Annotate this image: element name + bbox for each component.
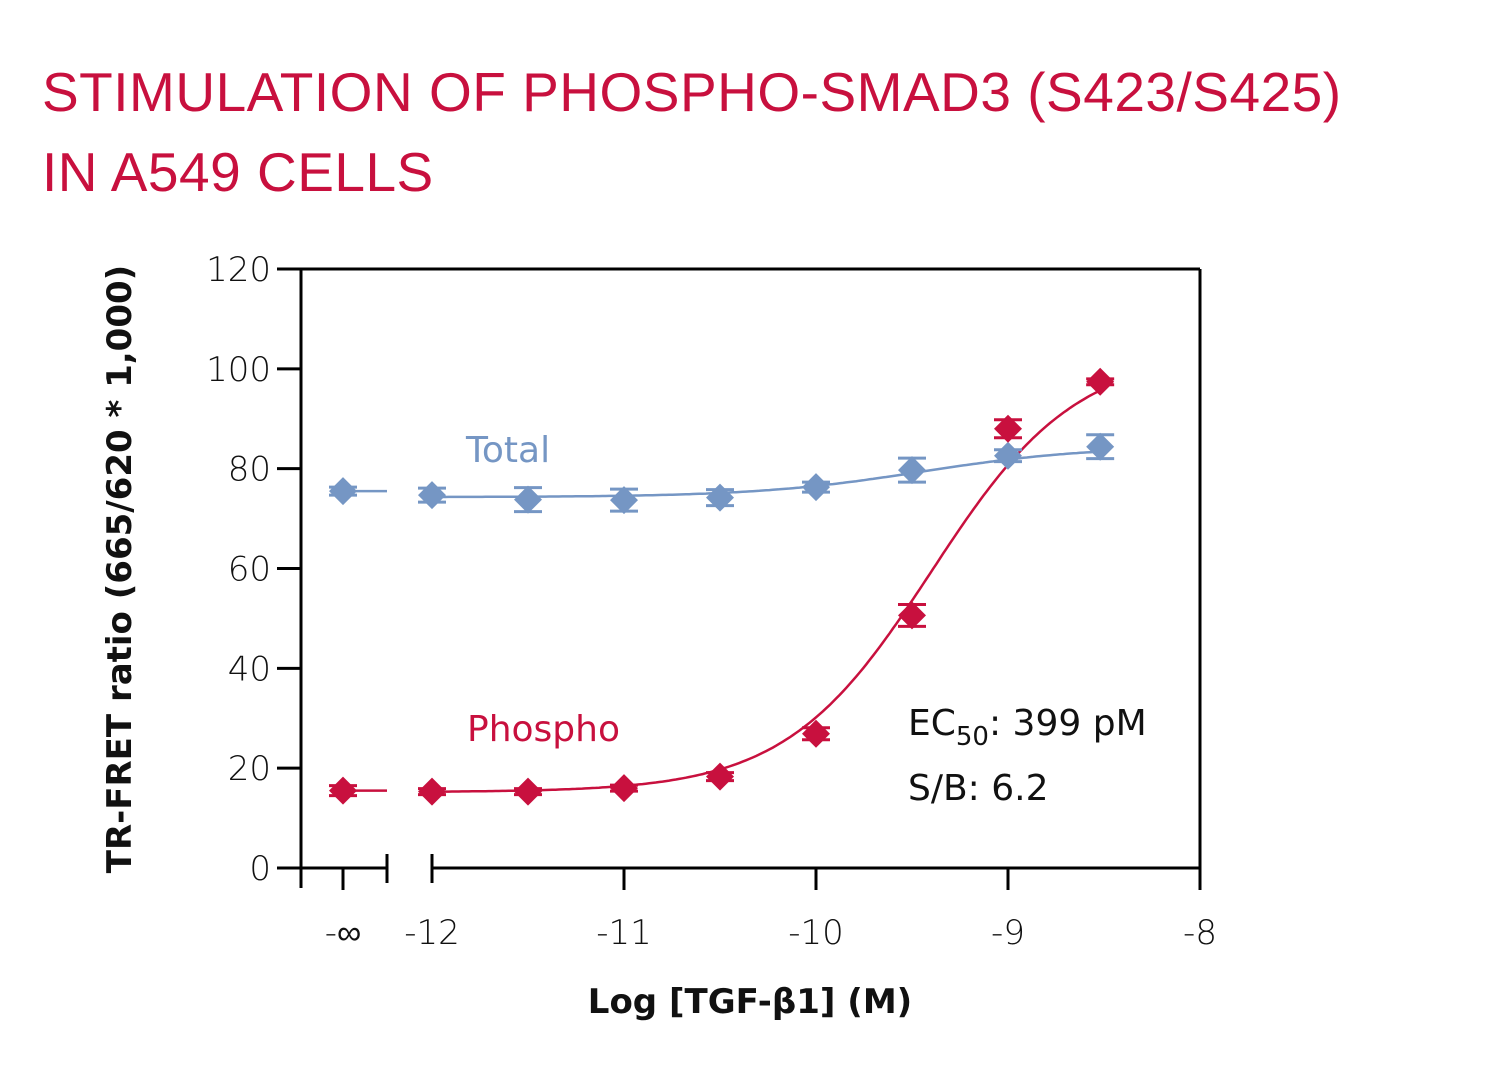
chart-title-line-1: STIMULATION OF PHOSPHO-SMAD3 (S423/S425): [42, 61, 1342, 123]
series-label-total: Total: [465, 430, 550, 471]
marker-diamond-phospho: [994, 414, 1022, 443]
ec50-value: : 399 pM: [989, 703, 1147, 744]
labels: TR-FRET ratio (665/620 * 1,000) Log [TGF…: [100, 265, 1147, 1022]
data-point-total-zero-dose: [329, 477, 357, 506]
data-point-phospho-zero-dose: [329, 776, 357, 805]
x-axis-title: Log [TGF-β1] (M): [588, 982, 912, 1022]
data-point-phospho: [610, 774, 638, 803]
series-label-phospho: Phospho: [467, 709, 620, 750]
fit-curve-phospho: [432, 389, 1101, 793]
data-point-total: [514, 485, 542, 514]
data-point-phospho: [802, 719, 830, 748]
marker-diamond-phospho: [329, 776, 357, 805]
x-tick-label: -8: [1183, 913, 1217, 953]
fit-curve-total: [432, 450, 1101, 499]
marker-diamond-total: [898, 456, 926, 485]
marker-diamond-total: [514, 485, 542, 514]
marker-diamond-total: [418, 481, 446, 510]
sb-annotation: S/B: 6.2: [908, 768, 1049, 809]
data-point-total: [898, 456, 926, 485]
marker-diamond-total: [329, 477, 357, 506]
data-point-phospho: [1086, 367, 1115, 396]
data-points: [329, 367, 1115, 806]
y-tick-label: 0: [249, 849, 271, 889]
marker-diamond-total: [610, 486, 638, 515]
data-point-total: [994, 441, 1022, 470]
y-tick-label: 20: [228, 749, 271, 789]
marker-diamond-phospho: [898, 601, 926, 630]
data-point-phospho: [514, 777, 542, 806]
ec50-annotation: EC50: 399 pM: [908, 703, 1147, 752]
y-tick-label: 80: [228, 450, 271, 490]
ec50-main: EC: [908, 703, 956, 744]
x-tick-label: -9: [991, 913, 1025, 953]
data-point-phospho: [994, 414, 1022, 443]
data-point-total: [802, 473, 830, 502]
data-point-phospho: [706, 762, 734, 791]
marker-diamond-total: [706, 483, 734, 512]
x-tick-label: -11: [596, 913, 652, 953]
marker-diamond-phospho: [418, 777, 446, 806]
y-tick-label: 120: [206, 250, 271, 290]
marker-diamond-phospho: [1086, 367, 1115, 396]
marker-diamond-phospho: [706, 762, 734, 791]
y-axis-title: TR-FRET ratio (665/620 * 1,000): [100, 265, 140, 873]
y-tick-label: 100: [206, 350, 271, 390]
ec50-sub: 50: [956, 722, 989, 752]
x-tick-label: -12: [404, 913, 460, 953]
marker-diamond-total: [802, 473, 830, 502]
data-point-total: [610, 486, 638, 515]
chart-title: STIMULATION OF PHOSPHO-SMAD3 (S423/S425)…: [42, 52, 1342, 212]
data-point-total: [418, 481, 446, 510]
chart-title-line-2: IN A549 CELLS: [42, 141, 434, 203]
data-point-total: [1086, 432, 1115, 461]
marker-diamond-total: [1086, 432, 1115, 461]
marker-diamond-phospho: [514, 777, 542, 806]
data-point-phospho: [898, 601, 926, 630]
data-point-phospho: [418, 777, 446, 806]
y-tick-label: 40: [228, 649, 271, 689]
x-tick-label-neg-infinity: -∞: [325, 913, 362, 953]
axes: 0 20 40 60 80 100 120 -∞ -12 -11 -10 -9 -8: [206, 250, 1217, 953]
marker-diamond-phospho: [802, 719, 830, 748]
y-tick-label: 60: [228, 550, 271, 590]
x-tick-label: -10: [788, 913, 844, 953]
marker-diamond-phospho: [610, 774, 638, 803]
data-point-total: [706, 483, 734, 512]
marker-diamond-total: [994, 441, 1022, 470]
